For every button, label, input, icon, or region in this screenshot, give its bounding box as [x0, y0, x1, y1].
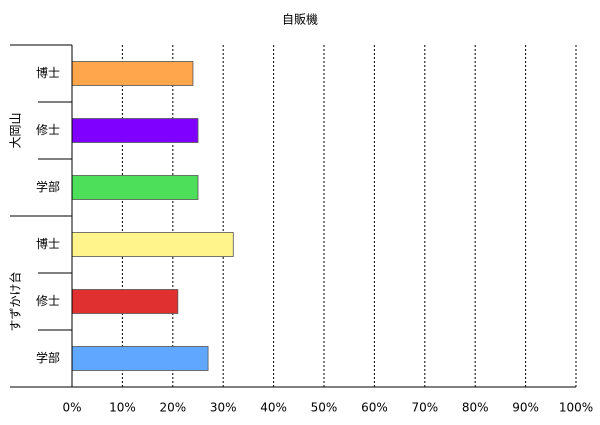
group-label: すずかけ台 [8, 271, 23, 331]
y-tick-label: 修士 [36, 293, 60, 308]
x-tick-label: 70% [411, 401, 438, 415]
x-tick-label: 10% [109, 401, 136, 415]
y-tick-label: 学部 [36, 179, 60, 194]
y-tick-label: 博士 [36, 65, 60, 80]
y-tick-label: 修士 [36, 122, 60, 137]
x-tick-label: 50% [311, 401, 338, 415]
bar [71, 289, 179, 314]
y-tick-label: 博士 [36, 236, 60, 251]
x-tick-label: 80% [462, 401, 489, 415]
x-tick-label: 20% [159, 401, 186, 415]
bar [71, 232, 234, 257]
bar [71, 175, 199, 200]
x-tick-label: 40% [260, 401, 287, 415]
chart-title: 自販機 [282, 12, 318, 27]
x-tick-label: 100% [559, 401, 593, 415]
bar [71, 118, 199, 143]
bar [71, 61, 194, 86]
group-label: 大岡山 [9, 112, 23, 148]
y-tick-label: 学部 [36, 350, 60, 365]
x-tick-label: 60% [361, 401, 388, 415]
x-tick-label: 0% [62, 401, 81, 415]
x-tick-label: 30% [210, 401, 237, 415]
bar [71, 346, 209, 371]
x-tick-label: 90% [512, 401, 539, 415]
